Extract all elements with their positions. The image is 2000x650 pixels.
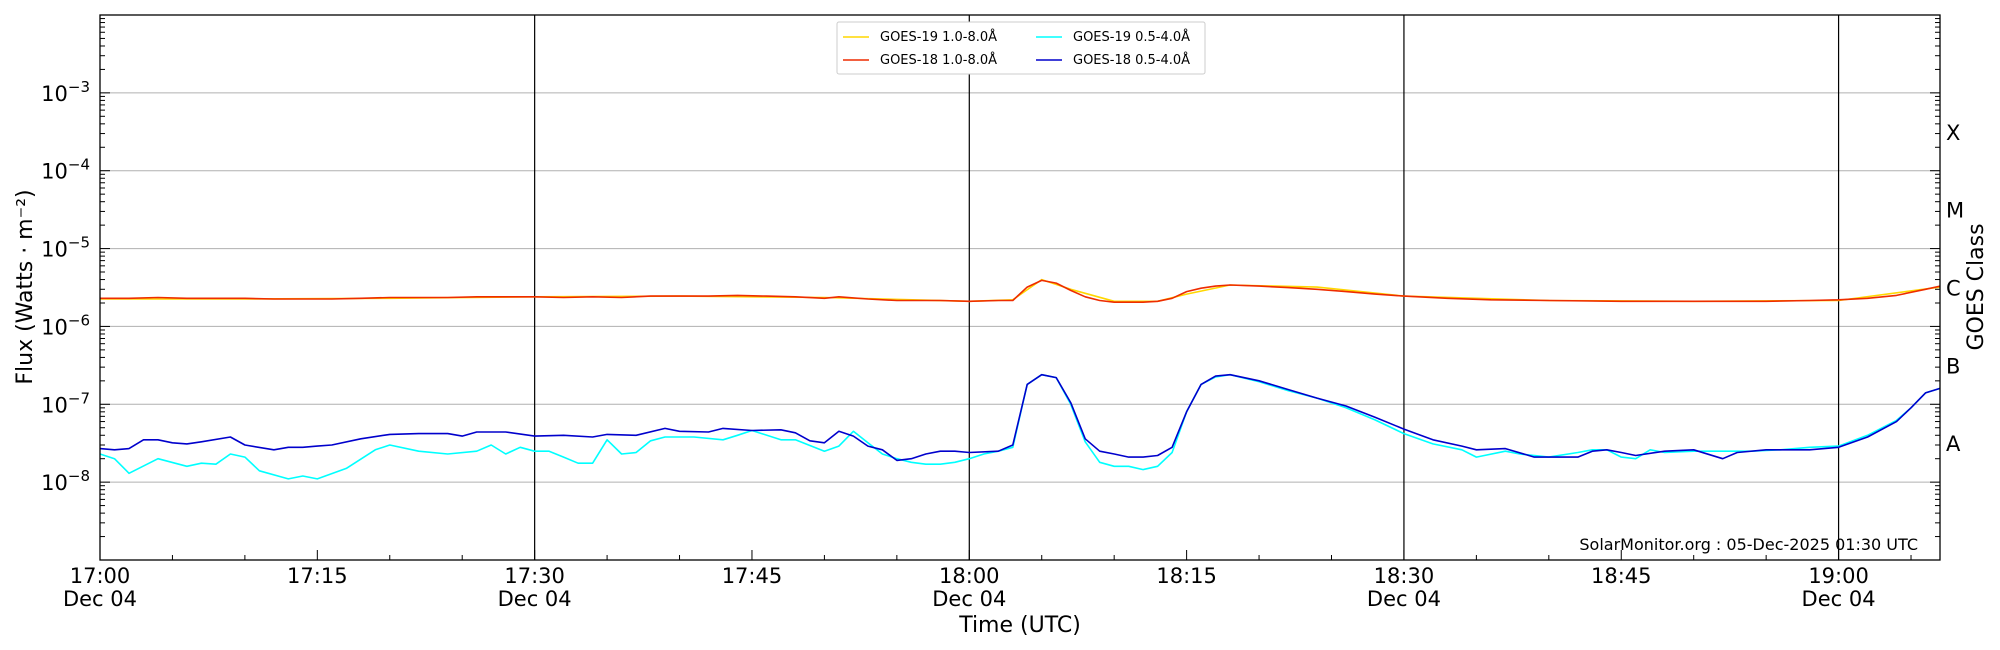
series-line-1 xyxy=(100,279,1941,303)
legend-label-goes19-short: GOES-19 0.5-4.0Å xyxy=(1073,29,1190,45)
secondary-axis-title: GOES Class xyxy=(1964,223,1989,350)
series-line-2 xyxy=(99,373,1941,480)
tick-layer xyxy=(99,18,1940,561)
goes-class-label: A xyxy=(1946,432,1961,456)
goes-class-label: X xyxy=(1946,121,1960,145)
grid-layer xyxy=(100,15,1940,560)
x-tick-date-label: Dec 04 xyxy=(63,587,137,611)
x-tick-date-label: Dec 04 xyxy=(1802,587,1876,611)
series-layer xyxy=(99,278,1941,480)
legend-box xyxy=(836,21,1206,75)
legend: GOES-19 1.0-8.0Å GOES-18 1.0-8.0Å GOES-1… xyxy=(836,21,1206,75)
y-tick-label: 10−6 xyxy=(41,311,90,339)
x-tick-label: 19:00 xyxy=(1808,564,1869,588)
legend-label-goes18-long: GOES-18 1.0-8.0Å xyxy=(880,52,997,68)
x-tick-label: 18:45 xyxy=(1591,564,1652,588)
goes-class-label: B xyxy=(1946,354,1960,378)
x-axis-title: Time (UTC) xyxy=(958,613,1081,638)
x-tick-label: 17:45 xyxy=(722,564,783,588)
x-tick-date-label: Dec 04 xyxy=(498,587,572,611)
y-tick-label: 10−5 xyxy=(41,234,90,262)
y-axis-title: Flux (Watts · m⁻²) xyxy=(13,189,38,384)
x-tick-label: 17:15 xyxy=(287,564,348,588)
x-tick-label: 17:30 xyxy=(504,564,565,588)
y-tick-label: 10−7 xyxy=(41,389,90,417)
x-tick-date-label: Dec 04 xyxy=(1367,587,1441,611)
credit-text: SolarMonitor.org : 05-Dec-2025 01:30 UTC xyxy=(1579,535,1918,554)
y-tick-label: 10−4 xyxy=(41,156,90,184)
x-tick-label: 18:00 xyxy=(939,564,1000,588)
goes-class-label: C xyxy=(1946,277,1961,301)
y-tick-label: 10−8 xyxy=(41,467,90,495)
y-tick-label: 10−3 xyxy=(41,78,90,106)
legend-label-goes18-short: GOES-18 0.5-4.0Å xyxy=(1073,52,1190,68)
plot-frame xyxy=(99,14,1941,561)
legend-label-goes19-long: GOES-19 1.0-8.0Å xyxy=(880,29,997,45)
x-tick-label: 17:00 xyxy=(70,564,131,588)
goes-class-label: M xyxy=(1946,199,1964,223)
x-tick-label: 18:30 xyxy=(1374,564,1435,588)
series-line-3 xyxy=(99,373,1941,462)
x-tick-date-label: Dec 04 xyxy=(932,587,1006,611)
x-tick-label: 18:15 xyxy=(1156,564,1217,588)
